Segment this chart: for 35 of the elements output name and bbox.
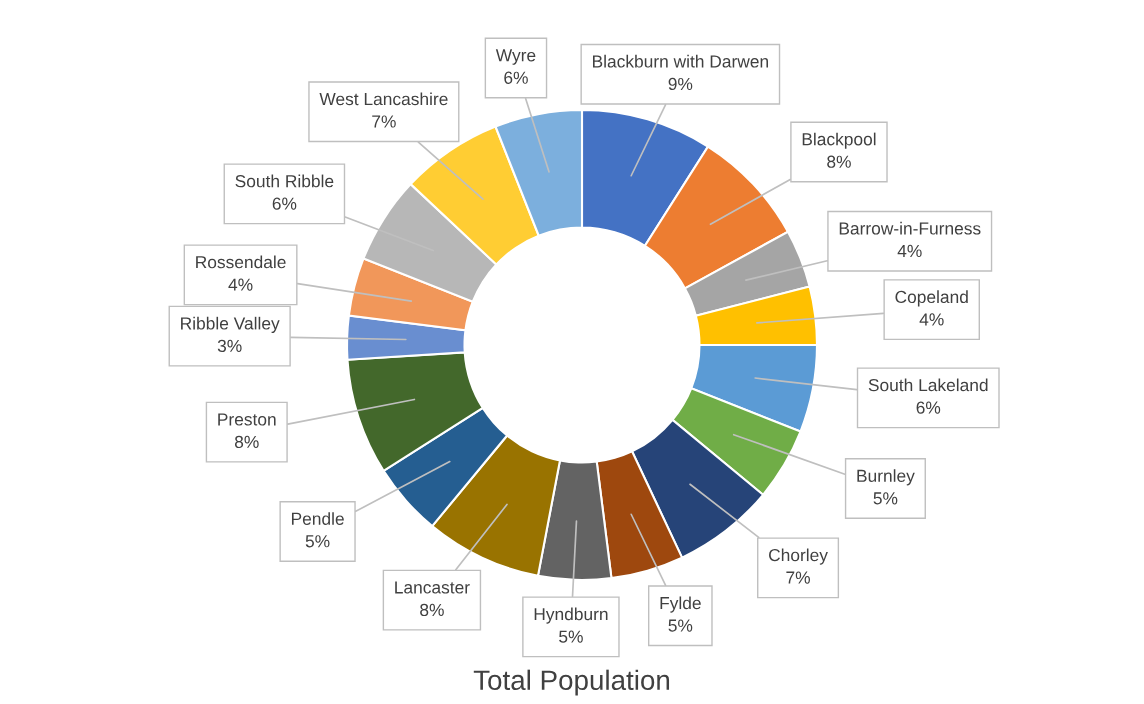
data-label: 8%: [827, 155, 851, 168]
slice-label: Lancaster: [395, 581, 470, 594]
data-label: 9%: [668, 77, 693, 91]
data-label: 6%: [272, 197, 297, 210]
data-label: 5%: [305, 535, 330, 548]
slice-label: South Ribble: [235, 174, 334, 188]
data-label: 4%: [228, 278, 253, 291]
slice-label: Blackburn with Darwen: [593, 54, 768, 68]
slice-label: Pendle: [291, 512, 344, 525]
slice-label: Rossendale: [196, 255, 286, 269]
slice-label: Ribble Valley: [181, 316, 280, 333]
data-label: 8%: [420, 603, 444, 617]
data-label: 4%: [919, 313, 944, 326]
data-label: 5%: [668, 619, 693, 632]
slice-label: Fylde: [660, 596, 701, 613]
data-label: 5%: [559, 630, 583, 643]
slice-label: South Lakeland: [868, 378, 988, 392]
slice-label: Barrow-in-Furness: [839, 221, 981, 235]
data-label: 6%: [504, 71, 528, 84]
data-label: 4%: [897, 244, 922, 258]
slice-label: Hyndburn: [534, 607, 608, 624]
data-label: 7%: [372, 115, 396, 128]
slice-label: Blackpool: [802, 132, 876, 149]
slice-label: West Lancashire: [319, 92, 448, 106]
data-label: 3%: [217, 339, 242, 353]
slice-label: Copeland: [895, 290, 968, 307]
data-label: 8%: [234, 435, 259, 449]
slice-label: Chorley: [769, 548, 828, 565]
data-label: 6%: [916, 401, 941, 414]
data-label: 5%: [873, 492, 898, 505]
text: Total Population: [473, 669, 670, 696]
data-label: 7%: [786, 571, 810, 584]
slice-label: Preston: [218, 413, 276, 426]
slice-label: Burnley: [857, 469, 915, 486]
slice-label: Wyre: [495, 49, 536, 65]
